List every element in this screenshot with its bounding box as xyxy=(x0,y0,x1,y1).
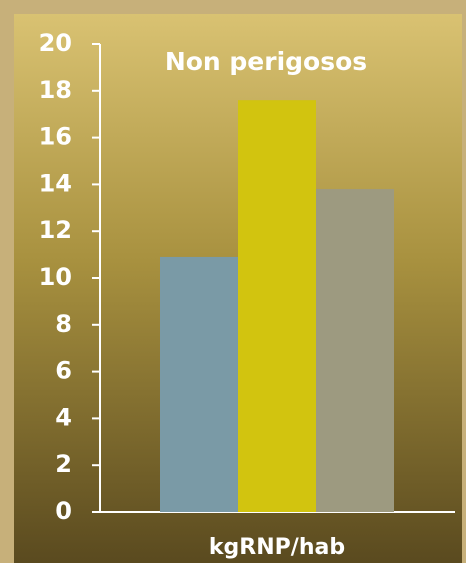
chart-title: Non perigosos xyxy=(165,47,367,76)
y-tick-label: 12 xyxy=(39,216,72,244)
y-tick-label: 8 xyxy=(55,310,72,338)
y-tick-label: 4 xyxy=(55,403,72,431)
y-tick-label: 6 xyxy=(55,357,72,385)
y-tick-label: 16 xyxy=(39,123,72,151)
x-axis-label: kgRNP/hab xyxy=(209,535,345,560)
y-tick-label: 2 xyxy=(55,450,72,478)
y-tick-label: 0 xyxy=(55,497,72,525)
bar xyxy=(238,100,316,512)
y-tick-label: 10 xyxy=(39,263,72,291)
bar xyxy=(160,256,238,512)
y-tick-label: 14 xyxy=(39,169,72,197)
y-tick-label: 20 xyxy=(39,29,72,57)
y-tick-label: 18 xyxy=(39,76,72,104)
bar xyxy=(316,189,394,512)
